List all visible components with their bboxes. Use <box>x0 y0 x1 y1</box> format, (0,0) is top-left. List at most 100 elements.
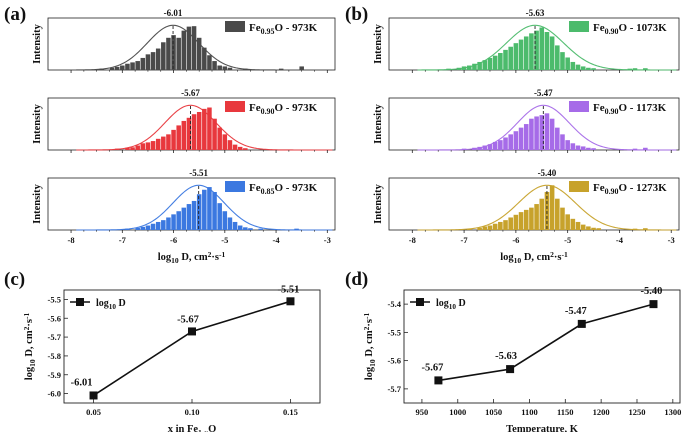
x-tick-label: 1100 <box>521 407 538 417</box>
hist-bar <box>181 207 187 230</box>
mean-value-label: -6.01 <box>164 8 183 18</box>
hist-bar <box>196 37 202 70</box>
legend-label-subscript: 0.90 <box>605 107 619 116</box>
y-axis-label: Intensity <box>32 183 43 223</box>
x-tick-label: -7 <box>119 235 127 245</box>
y-axis-label: Intensity <box>32 23 43 63</box>
legend-label-rest: O - 973K <box>274 102 317 114</box>
hist-bar <box>575 64 581 70</box>
hist-frame <box>47 17 336 71</box>
hist-bar <box>523 209 529 230</box>
hist-bar <box>518 212 524 230</box>
line-chart-c: -6.0 -5.9 -5.8 -5.7 -5.6 -5.5 0.05 0.10 0.15 -6.0… <box>22 284 321 432</box>
legend-label-part: log <box>96 298 109 309</box>
hist-bar <box>232 144 238 150</box>
legend-label: Fe0.90O - 1173K <box>593 102 667 116</box>
y-axis-label-part: -1 <box>362 313 371 320</box>
hist-bar <box>207 55 212 70</box>
hist-bar <box>191 114 197 150</box>
hist-bar <box>171 129 176 150</box>
hist-bar <box>466 65 472 70</box>
hist-bar <box>140 57 146 70</box>
data-point-marker <box>577 319 586 328</box>
x-axis-label-part: 2 <box>550 250 554 259</box>
legend-label-base: Fe <box>593 22 605 34</box>
hist-bar <box>539 115 545 150</box>
hist-bar <box>232 221 238 230</box>
hist-bar <box>161 220 166 230</box>
y-axis-label-part: log <box>364 366 375 380</box>
data-point-marker <box>434 376 443 385</box>
mean-value-label: -5.40 <box>538 168 557 178</box>
hist-bar <box>125 147 130 150</box>
hist-bar <box>176 125 181 150</box>
hist-bar <box>202 189 207 230</box>
legend-label-subscript: 0.95 <box>261 27 275 36</box>
hist-bar <box>171 35 176 70</box>
hist-bar <box>135 61 140 70</box>
y-axis-label: log10 D, cm2·s-1 <box>362 313 377 381</box>
legend-label: Fe0.90O - 973K <box>249 102 318 116</box>
hist-bar <box>544 191 550 230</box>
hist-bar <box>212 61 217 70</box>
hist-bar <box>196 194 202 230</box>
panel-label-d: (d) <box>345 269 368 290</box>
hist-bar <box>227 67 233 70</box>
y-tick-label: -5.7 <box>388 384 402 394</box>
hist-bar <box>155 221 161 230</box>
hist-bar <box>212 191 217 230</box>
gaussian-fit-curve <box>417 24 677 71</box>
y-tick-label: -5.9 <box>48 370 61 380</box>
hist-bar <box>580 224 586 230</box>
hist-bar <box>529 33 534 70</box>
hist-bar <box>539 198 545 230</box>
hist-bar <box>575 221 581 230</box>
hist-bar <box>523 36 529 70</box>
legend-label-rest: O - 1173K <box>618 102 666 114</box>
hist-bar <box>513 43 519 70</box>
x-axis-label-part: -1 <box>561 250 568 259</box>
data-point-marker <box>506 365 515 374</box>
y-axis-label: Intensity <box>32 103 43 143</box>
y-axis-label: Intensity <box>373 183 384 223</box>
hist-bar <box>181 30 187 70</box>
series-line <box>438 303 654 382</box>
hist-bar <box>227 140 233 150</box>
hist-bar <box>161 136 166 150</box>
hist-bar <box>549 36 555 70</box>
hist-bar <box>591 148 596 150</box>
legend-label-base: Fe <box>249 182 261 194</box>
x-tick-label: 1300 <box>664 407 681 417</box>
legend-label-part: 10 <box>109 303 117 311</box>
hist-bar <box>482 226 488 230</box>
y-tick-label: -5.8 <box>48 351 61 361</box>
gaussian-fit-curve <box>76 104 333 151</box>
y-axis-label-part: ·s <box>24 319 35 327</box>
hist-bar <box>191 200 197 230</box>
hist-bar <box>487 225 493 230</box>
hist-bar <box>508 134 513 150</box>
x-axis-label: Temperature, K <box>506 424 579 432</box>
hist-bar <box>565 214 570 230</box>
legend-label: Fe0.95O - 973K <box>249 22 318 36</box>
hist-bar <box>217 127 222 150</box>
hist-bar <box>575 145 581 150</box>
hist-bar <box>120 65 125 70</box>
legend-swatch <box>569 101 589 112</box>
panel-label-a: (a) <box>4 4 26 25</box>
x-tick-label: -4 <box>273 235 281 245</box>
y-axis-label-part: 2 <box>22 326 31 330</box>
hist-bar <box>186 204 192 230</box>
x-tick-label: 0.10 <box>185 407 200 417</box>
hist-bar <box>539 27 545 71</box>
hist-bar <box>534 204 539 230</box>
panel-label-c: (c) <box>4 269 25 290</box>
y-axis-label-part: D, cm <box>364 330 375 359</box>
line-chart-d: -5.7 -5.6 -5.5 -5.4 950 1000 1050 1100 1150 1200 1… <box>362 286 681 432</box>
hist-bar <box>145 225 151 230</box>
hist-bar <box>643 147 648 150</box>
hist-bar <box>207 107 212 150</box>
y-axis-label: Intensity <box>373 103 384 143</box>
